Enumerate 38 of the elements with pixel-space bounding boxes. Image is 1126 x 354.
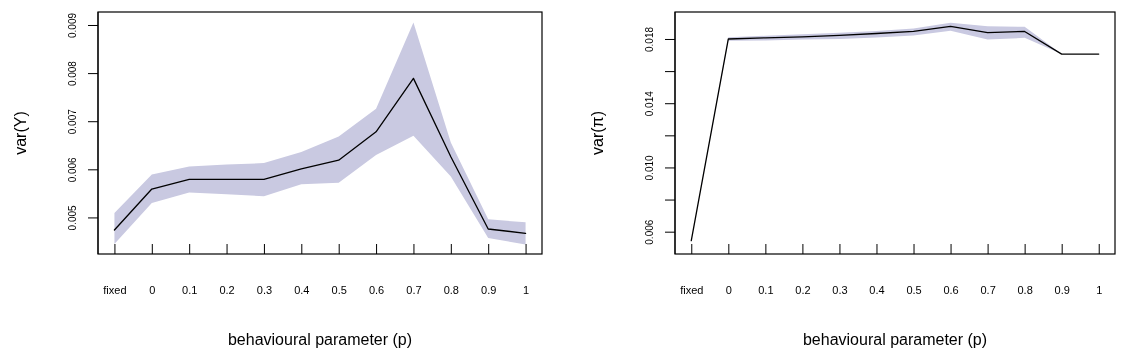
y-tick-label: 0.009	[67, 12, 78, 39]
x-tick-label: 0.6	[368, 284, 385, 296]
y-tick-label: 0.007	[67, 108, 78, 135]
x-tick-label: 0	[725, 284, 732, 296]
x-tick-label: 0.2	[219, 284, 235, 296]
x-tick-label: 0.7	[980, 284, 996, 296]
x-tick-label: 0	[149, 284, 156, 296]
y-tick-label: 0.008	[67, 60, 78, 87]
y-axis-title: var(Y)	[11, 111, 29, 155]
x-tick-label: 0.3	[256, 284, 273, 296]
x-tick-label: 0.4	[869, 284, 885, 296]
x-tick-label: 0.9	[481, 284, 497, 296]
x-tick-label: 0.7	[406, 284, 422, 296]
x-axis-title: behavioural parameter (p)	[227, 331, 413, 348]
x-tick-label: 0.1	[758, 284, 774, 296]
x-tick-label: 0.9	[1054, 284, 1070, 296]
y-tick-label: 0.014	[644, 90, 655, 117]
x-tick-label: 0.1	[182, 284, 198, 296]
y-tick-label: 0.010	[644, 155, 655, 181]
x-tick-label: 0.5	[906, 284, 922, 296]
x-tick-label: 0.8	[443, 284, 459, 296]
line-series	[113, 77, 527, 234]
x-tick-label: 0.3	[832, 284, 848, 296]
x-axis-title: behavioural parameter (p)	[802, 331, 988, 348]
x-tick-label: 0.6	[943, 284, 959, 296]
x-tick-label: 0.4	[294, 284, 310, 296]
y-tick-label: 0.006	[67, 156, 78, 183]
x-tick-label: fixed	[103, 284, 127, 296]
x-tick-label: fixed	[680, 284, 704, 296]
x-tick-label: 1	[523, 284, 530, 296]
y-axis-title: var(π)	[588, 111, 606, 155]
x-tick-label: 0.8	[1017, 284, 1033, 296]
y-tick-label: 0.005	[67, 204, 78, 231]
y-tick-label: 0.006	[644, 219, 655, 245]
x-tick-label: 0.2	[795, 284, 811, 296]
x-tick-label: 1	[1096, 284, 1103, 296]
x-tick-label: 0.5	[331, 284, 347, 296]
y-tick-label: 0.018	[644, 26, 655, 52]
